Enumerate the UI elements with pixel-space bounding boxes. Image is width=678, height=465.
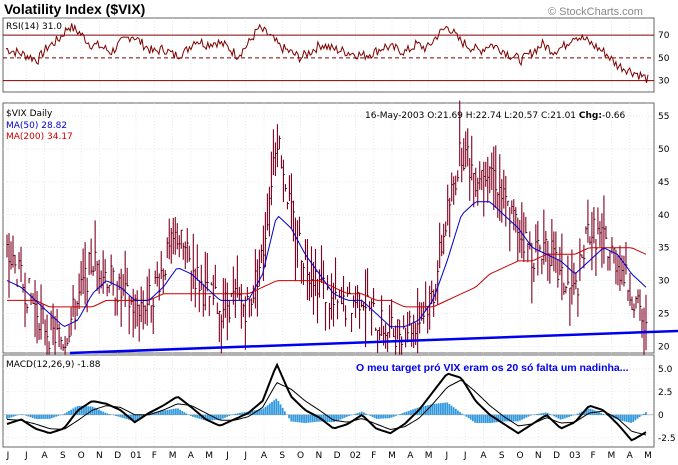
x-tick-label: M xyxy=(608,451,616,461)
price-tick-label: 20 xyxy=(658,342,670,352)
x-tick-label: D xyxy=(553,451,560,461)
x-tick-label: A xyxy=(188,451,195,461)
rsi-gridlines xyxy=(7,18,649,92)
x-tick-label: A xyxy=(407,451,414,461)
chart-title: Volatility Index ($VIX) xyxy=(4,1,145,17)
x-tick-label: 02 xyxy=(350,451,361,461)
x-tick-label: J xyxy=(463,451,467,461)
price-symbol-label: $VIX Daily xyxy=(6,109,53,119)
macd-panel xyxy=(2,354,655,448)
x-tick-label: O xyxy=(78,451,85,461)
x-tick-label: J xyxy=(445,451,449,461)
x-tick-label: J xyxy=(24,451,28,461)
macd-axis: 5.0 2.5 0 -2.5 xyxy=(658,365,676,444)
macd-tick-label: -2.5 xyxy=(658,434,676,444)
rsi-tick-label: 70 xyxy=(658,31,670,41)
macd-tick-label: 5.0 xyxy=(658,365,673,375)
rsi-axis: 70 50 30 xyxy=(658,31,670,87)
rsi-series-line xyxy=(5,23,649,84)
macd-tick-label: 0 xyxy=(658,411,664,421)
x-tick-label: D xyxy=(114,451,121,461)
x-tick-label: J xyxy=(6,451,10,461)
x-tick-label: D xyxy=(334,451,341,461)
x-tick-label: F xyxy=(371,451,376,461)
price-tick-label: 50 xyxy=(658,145,670,155)
rsi-label: RSI(14) 31.0 xyxy=(6,22,62,32)
price-tick-label: 40 xyxy=(658,211,670,221)
price-tick-label: 45 xyxy=(658,178,669,188)
price-tick-label: 35 xyxy=(658,244,669,254)
price-tick-label: 30 xyxy=(658,277,670,287)
x-tick-label: S xyxy=(60,451,66,461)
price-info-label: 16-May-2003 O:21.69 H:22.74 L:20.57 C:21… xyxy=(365,111,626,121)
support-trendline xyxy=(69,329,678,355)
x-tick-label: F xyxy=(591,451,596,461)
x-tick-label: S xyxy=(279,451,285,461)
ma50-line xyxy=(6,201,647,328)
x-tick-label: M xyxy=(169,451,177,461)
macd-line xyxy=(6,362,647,442)
ma50-legend: MA(50) 28.82 xyxy=(6,121,67,131)
x-tick-label: N xyxy=(96,451,103,461)
x-tick-label: M xyxy=(644,451,652,461)
x-tick-label: M xyxy=(425,451,433,461)
price-tick-label: 25 xyxy=(658,310,669,320)
rsi-tick-label: 30 xyxy=(658,77,670,87)
annotation-text: O meu target pró VIX eram os 20 só falta… xyxy=(356,362,629,374)
macd-tick-label: 2.5 xyxy=(658,388,672,398)
x-tick-label: J xyxy=(225,451,229,461)
x-tick-label: O xyxy=(297,451,304,461)
price-axis: 55 50 45 40 35 30 25 20 xyxy=(658,112,670,352)
x-tick-label: 03 xyxy=(569,451,580,461)
x-tick-label: A xyxy=(480,451,487,461)
macd-label: MACD(12,26,9) -1.88 xyxy=(6,360,101,370)
x-tick-label: 01 xyxy=(130,451,141,461)
x-tick-label: J xyxy=(243,451,247,461)
x-tick-label: A xyxy=(627,451,634,461)
x-tick-label: F xyxy=(152,451,157,461)
x-tick-label: N xyxy=(535,451,542,461)
copyright-label: © StockCharts.com xyxy=(548,6,643,18)
rsi-tick-label: 50 xyxy=(658,54,670,64)
ma200-legend: MA(200) 34.17 xyxy=(6,132,73,142)
x-tick-label: O xyxy=(516,451,523,461)
x-tick-label: S xyxy=(499,451,505,461)
x-tick-label: A xyxy=(41,451,48,461)
x-tick-label: M xyxy=(388,451,396,461)
x-tick-label: M xyxy=(205,451,213,461)
price-panel xyxy=(2,102,655,354)
x-axis: J J A S O N D 01 F M A M J J A S O N D 02 F M A M J J A S O N D 03 F M A M xyxy=(6,451,652,461)
price-tick-label: 55 xyxy=(658,112,669,122)
x-tick-label: N xyxy=(315,451,322,461)
x-tick-label: A xyxy=(261,451,268,461)
